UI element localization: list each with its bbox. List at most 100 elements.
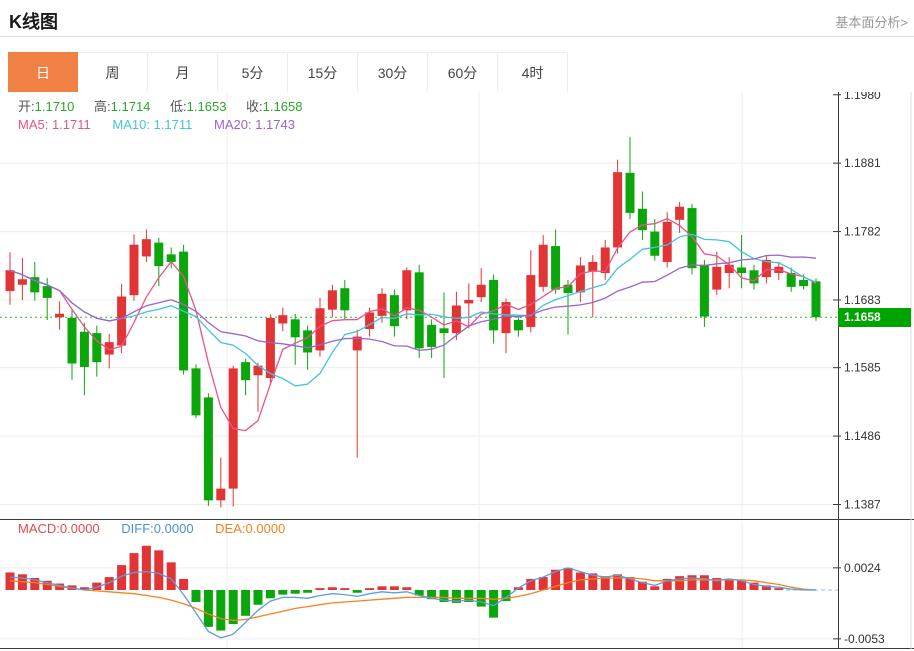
macd-bar (278, 589, 288, 595)
macd-bar (191, 589, 201, 602)
tab-month[interactable]: 月 (148, 52, 218, 92)
candle-body (799, 279, 809, 287)
candle-body (265, 317, 275, 379)
macd-bar (154, 550, 164, 590)
open-value: 1.1710 (34, 99, 75, 114)
candle-body (315, 308, 325, 351)
page-title: K线图 (9, 12, 58, 32)
price-tick-label: 1.1585 (844, 361, 881, 375)
macd-bar (538, 577, 548, 590)
low-value: 1.1653 (186, 99, 227, 114)
diff-line (9, 567, 816, 639)
tab-15min[interactable]: 15分 (288, 52, 358, 92)
candle-body (675, 206, 685, 220)
timeframe-tabs: 日周月 5分 15分 30分 60分 4时 (8, 52, 568, 92)
candle-body (117, 296, 127, 346)
candle-body (687, 208, 697, 269)
macd-bar (675, 576, 685, 590)
candle-body (489, 279, 499, 331)
dea-value: 0.0000 (245, 521, 286, 536)
macd-bar (451, 589, 461, 603)
macd-chart[interactable]: 0.0024 -0.0053 (0, 519, 914, 651)
macd-bar (526, 578, 536, 590)
candle-body (464, 299, 474, 304)
macd-tick-label: 0.0024 (844, 561, 881, 575)
macd-bar (352, 589, 362, 593)
macd-bar (637, 581, 647, 590)
macd-bar (241, 589, 251, 616)
ma-legend: MA5: 1.1711 MA10: 1.1711 MA20: 1.1743 (18, 117, 295, 132)
candle-body (637, 208, 647, 231)
macd-bar (30, 578, 40, 590)
candle-body (588, 261, 598, 272)
macd-bar (389, 586, 399, 590)
candle-body (439, 328, 449, 334)
macd-bar (749, 582, 759, 590)
candle-body (129, 244, 139, 296)
ma5-line (9, 217, 817, 432)
candle-body (290, 319, 300, 338)
ma10-value: 1.1711 (153, 117, 193, 132)
candle-body (613, 172, 623, 248)
candle-body (538, 244, 548, 287)
candle-body (451, 305, 461, 334)
tab-week[interactable]: 周 (78, 52, 148, 92)
macd-bar (129, 553, 139, 590)
ma20-label: MA20: (214, 117, 252, 132)
candle-body (712, 266, 722, 290)
low-label: 低: (170, 99, 187, 114)
candle-body (203, 397, 213, 501)
price-tick-label: 1.1486 (844, 429, 881, 443)
macd-bar (117, 565, 127, 590)
candle-body (104, 342, 114, 355)
tab-5min[interactable]: 5分 (218, 52, 288, 92)
macd-bar (216, 589, 226, 631)
tab-4hour[interactable]: 4时 (498, 52, 568, 92)
macd-bar (613, 574, 623, 590)
high-label: 高: (94, 99, 111, 114)
diff-value: 0.0000 (153, 521, 194, 536)
candle-body (699, 264, 709, 317)
candle-body (575, 265, 585, 293)
candle-body (662, 221, 672, 262)
current-price-badge: 1.1658 (838, 308, 911, 327)
macd-tick-label: -0.0053 (844, 632, 885, 646)
candle-body (5, 270, 15, 291)
macd-bar (464, 589, 474, 602)
candle-body (761, 259, 771, 278)
candle-body (241, 362, 251, 381)
macd-bar (588, 573, 598, 590)
macd-bar (414, 589, 424, 596)
candle-body (650, 231, 660, 256)
diff-label: DIFF: (121, 521, 154, 536)
tab-30min[interactable]: 30分 (358, 52, 428, 92)
fundamental-analysis-link[interactable]: 基本面分析> (835, 15, 908, 30)
candle-body (786, 273, 796, 287)
macd-bar (166, 562, 176, 590)
main-candlestick-chart[interactable]: 1.1980 1.1881 1.1782 1.1683 1.1585 1.1486 1.13… (0, 92, 914, 519)
candle-body (352, 336, 362, 351)
macd-bar (724, 578, 734, 590)
candle-body (724, 264, 734, 274)
candle-body (141, 239, 151, 257)
tab-60min[interactable]: 60分 (428, 52, 498, 92)
widget-header: K线图 基本面分析> (0, 0, 914, 37)
macd-bar (290, 589, 300, 594)
candle-body (811, 281, 821, 318)
macd-value: 0.0000 (59, 521, 100, 536)
macd-bar (501, 589, 511, 602)
candle-body (625, 172, 635, 213)
ma5-value: 1.1711 (51, 117, 91, 132)
tab-day[interactable]: 日 (8, 52, 78, 92)
ma20-line (9, 254, 817, 352)
macd-bar (141, 545, 151, 590)
macd-bar (712, 578, 722, 590)
dea-label: DEA: (215, 521, 246, 536)
ma20-value: 1.1743 (255, 117, 295, 132)
candle-body (191, 368, 201, 416)
macd-bar (427, 589, 437, 600)
candle-body (278, 315, 288, 324)
macd-bar (303, 589, 313, 593)
candle-body (402, 270, 412, 311)
